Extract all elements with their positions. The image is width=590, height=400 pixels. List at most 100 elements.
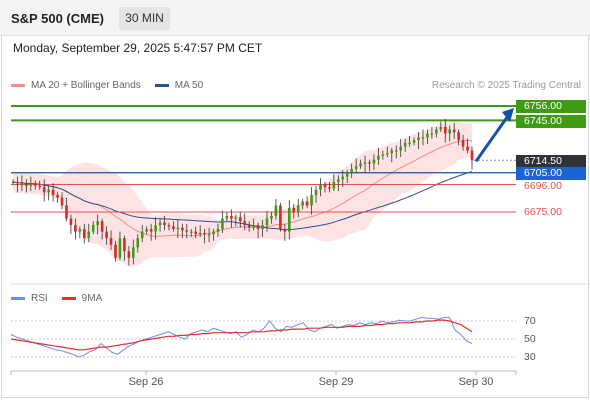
ma50-swatch: [154, 84, 169, 87]
candle-body: [69, 218, 73, 226]
candle-body: [381, 154, 385, 156]
candle-body: [96, 221, 99, 226]
candle-body: [256, 225, 260, 230]
price-label-pivot: 6705.00: [516, 167, 586, 180]
candle-body: [341, 176, 345, 180]
candle-body: [421, 137, 425, 139]
candle-body: [132, 247, 135, 258]
candle-body: [47, 189, 50, 193]
candle-body: [172, 226, 175, 230]
x-label-sep26: Sep 26: [128, 376, 164, 388]
candle-body: [457, 132, 460, 141]
candle-body: [127, 251, 131, 258]
candle-body: [60, 197, 64, 206]
candle-body: [252, 225, 255, 228]
candle-body: [354, 166, 358, 169]
candle-body: [33, 183, 37, 186]
legend-item-rsi: RSI: [11, 293, 48, 304]
candle-body: [368, 162, 371, 164]
bollinger-legend-label: MA 20 + Bollinger Bands: [31, 80, 141, 91]
candle-body: [230, 215, 233, 219]
candle-body: [105, 231, 108, 239]
price-label-support2: 6675.00: [524, 206, 562, 218]
candle-body: [136, 238, 140, 248]
price-legend: MA 20 + Bollinger Bands MA 50: [11, 80, 217, 91]
rsi-ma-swatch: [61, 297, 76, 300]
candle-body: [176, 227, 180, 230]
symbol-title: S&P 500 (CME): [11, 11, 104, 26]
candle-body: [100, 221, 104, 232]
candle-body: [167, 225, 171, 227]
candle-body: [149, 229, 153, 232]
rsi-ma-legend-label: 9MA: [81, 293, 103, 304]
candle-body: [243, 221, 247, 226]
candle-body: [399, 146, 402, 151]
candle-body: [123, 238, 126, 252]
candle-body: [332, 181, 336, 189]
candle-body: [140, 231, 144, 239]
candle-body: [261, 225, 264, 230]
candle-body: [328, 187, 331, 189]
candle-body: [287, 208, 291, 232]
timeframe-button[interactable]: 30 MIN: [119, 7, 170, 30]
ma50-line: [12, 171, 473, 231]
x-label-sep30: Sep 30: [458, 376, 494, 388]
rsi-line: [10, 316, 473, 358]
candle-body: [154, 225, 157, 232]
candle-body: [65, 205, 68, 219]
forecast-arrow-shaft: [474, 115, 510, 163]
candle-body: [283, 229, 287, 232]
candle-body: [296, 205, 300, 212]
candle-body: [466, 146, 469, 151]
x-label-sep29: Sep 29: [318, 376, 354, 388]
candle-body: [426, 133, 429, 138]
candle-body: [189, 231, 193, 233]
rsi-tick-70: 70: [524, 315, 536, 327]
candle-body: [109, 238, 113, 245]
candle-body: [314, 189, 318, 195]
rsi-ma-line: [10, 319, 473, 351]
candle-body: [181, 227, 184, 231]
candle-body: [238, 217, 242, 222]
legend-item-bollinger: MA 20 + Bollinger Bands: [11, 80, 141, 91]
candle-body: [11, 181, 15, 184]
price-label-target1: 6745.00: [516, 115, 586, 128]
bollinger-band-area: [13, 121, 472, 268]
candle-body: [83, 229, 86, 239]
candle-body: [194, 231, 198, 235]
candle-body: [279, 205, 282, 230]
candle-body: [51, 189, 55, 195]
candle-body: [323, 184, 327, 188]
candle-body: [390, 150, 394, 154]
candle-body: [292, 208, 296, 212]
price-label-target2: 6756.00: [516, 100, 586, 113]
candle-body: [42, 187, 46, 193]
candle-body: [212, 231, 215, 235]
candle-body: [221, 218, 224, 230]
candle-body: [430, 133, 434, 135]
candle-body: [38, 185, 42, 188]
candle-body: [20, 183, 24, 185]
candle-body: [470, 150, 474, 161]
candle-body: [207, 234, 211, 236]
rsi-legend-label: RSI: [31, 293, 48, 304]
candle-body: [118, 238, 122, 258]
candle-body: [372, 159, 376, 164]
candle-body: [185, 230, 189, 232]
candle-body: [305, 201, 309, 206]
rsi-legend: RSI 9MA: [11, 293, 116, 304]
candle-body: [386, 153, 389, 155]
rsi-swatch: [11, 297, 25, 300]
candle-body: [91, 225, 95, 232]
candle-body: [274, 205, 278, 216]
candle-body: [163, 222, 166, 226]
candle-body: [234, 217, 238, 219]
candle-body: [114, 244, 117, 258]
candle-body: [443, 126, 447, 134]
bollinger-swatch: [11, 84, 25, 87]
candle-body: [265, 218, 269, 226]
candle-body: [158, 222, 162, 226]
datetime-label: Monday, September 29, 2025 5:47:57 PM CE…: [13, 41, 263, 55]
legend-item-ma50: MA 50: [154, 80, 203, 91]
